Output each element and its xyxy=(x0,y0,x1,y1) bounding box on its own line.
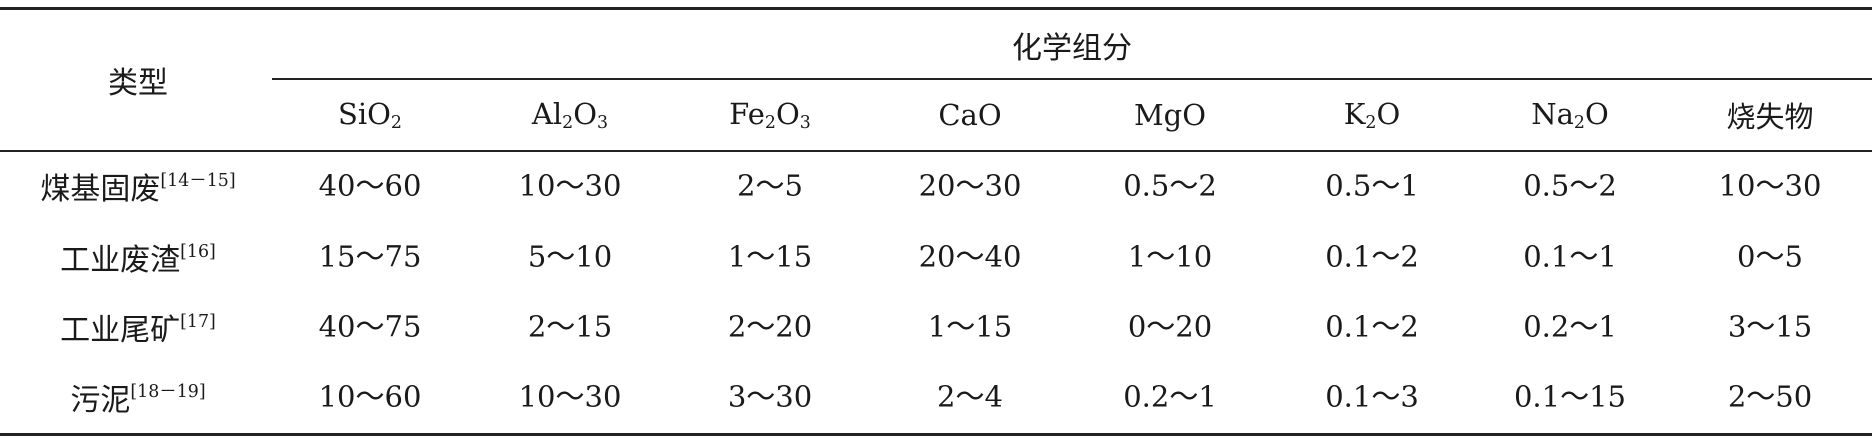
table-cell: 0.1～2 xyxy=(1325,309,1419,344)
table-cell: 10～30 xyxy=(518,379,622,414)
table-cell: 2～5 xyxy=(737,168,803,203)
row-label-sludge: 污泥[18－19] xyxy=(70,381,206,418)
row-label-coal-solid-waste: 煤基固废[14－15] xyxy=(40,170,236,207)
table-cell: 0.5～2 xyxy=(1523,168,1617,203)
table-cell: 0.2～1 xyxy=(1123,379,1217,414)
table-cell: 2～4 xyxy=(937,379,1003,414)
table-cell: 0.1～3 xyxy=(1325,379,1419,414)
col-header-al2o3: Al2O3 xyxy=(531,96,609,134)
col-header-sio2: SiO2 xyxy=(338,96,402,134)
table-cell: 15～75 xyxy=(318,239,422,274)
row-header-type: 类型 xyxy=(108,66,168,101)
table-cell: 0.5～1 xyxy=(1325,168,1419,203)
table-cell: 2～15 xyxy=(527,309,613,344)
table-cell: 2～20 xyxy=(727,309,813,344)
col-header-loss-on-ignition: 烧失物 xyxy=(1726,100,1814,134)
col-header-cao: CaO xyxy=(938,98,1002,132)
table-cell: 0.2～1 xyxy=(1523,309,1617,344)
col-header-fe2o3: Fe2O3 xyxy=(729,96,811,134)
table-cell: 20～30 xyxy=(918,168,1022,203)
header-bottom-rule xyxy=(0,150,1872,152)
col-header-na2o: Na2O xyxy=(1531,96,1609,134)
table-cell: 3～30 xyxy=(727,379,813,414)
col-header-mgo: MgO xyxy=(1133,98,1207,132)
table-cell: 0～20 xyxy=(1127,309,1213,344)
table-cell: 40～75 xyxy=(318,309,422,344)
table-cell: 1～15 xyxy=(727,239,813,274)
table-cell: 0.1～2 xyxy=(1325,239,1419,274)
table-cell: 1～10 xyxy=(1127,239,1213,274)
row-label-industrial-tailings: 工业尾矿[17] xyxy=(60,311,216,348)
table-bottom-rule xyxy=(0,433,1872,436)
table-cell: 3～15 xyxy=(1727,309,1813,344)
table-cell: 10～60 xyxy=(318,379,422,414)
table-cell: 20～40 xyxy=(918,239,1022,274)
table-cell: 40～60 xyxy=(318,168,422,203)
table-cell: 0.5～2 xyxy=(1123,168,1217,203)
row-label-industrial-slag: 工业废渣[16] xyxy=(60,241,216,278)
group-header-chemical-composition: 化学组分 xyxy=(1012,31,1132,66)
col-header-k2o: K2O xyxy=(1343,96,1401,134)
table-cell: 10～30 xyxy=(518,168,622,203)
group-header-rule xyxy=(272,78,1872,80)
table-top-rule xyxy=(0,7,1872,10)
table-cell: 0.1～1 xyxy=(1523,239,1617,274)
table-cell: 0.1～15 xyxy=(1513,379,1627,414)
table-cell: 1～15 xyxy=(927,309,1013,344)
table-cell: 5～10 xyxy=(527,239,613,274)
table-cell: 2～50 xyxy=(1727,379,1813,414)
table-cell: 0～5 xyxy=(1737,239,1803,274)
table-cell: 10～30 xyxy=(1718,168,1822,203)
